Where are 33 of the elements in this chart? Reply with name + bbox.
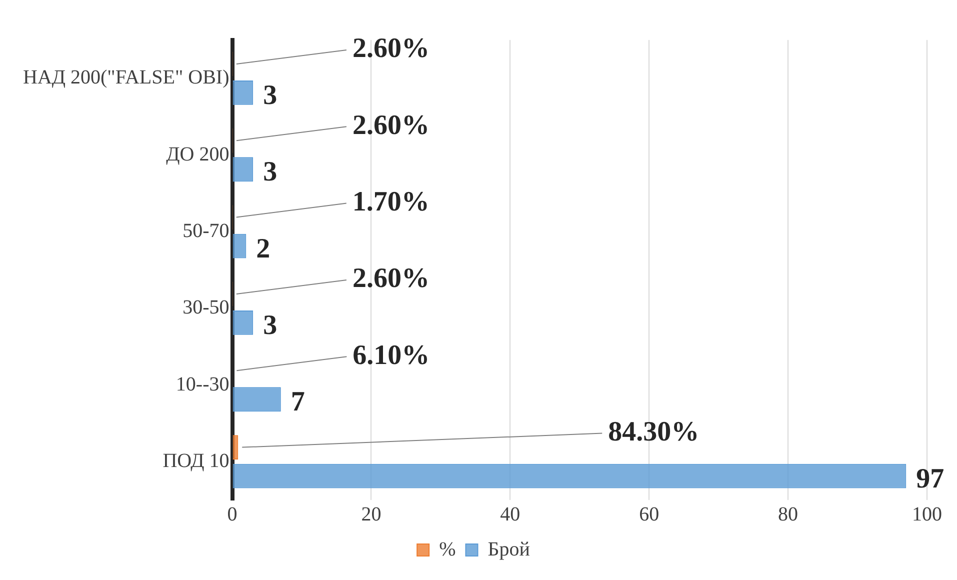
- x-tick-label: 40: [500, 503, 520, 526]
- data-label: 97: [916, 463, 944, 494]
- data-label: 84.30%: [608, 416, 700, 448]
- y-tick-label: 30-50: [182, 296, 230, 319]
- data-label: 2.60%: [352, 110, 430, 141]
- data-label: 6.10%: [352, 340, 430, 371]
- bar: [232, 234, 246, 258]
- x-tick-label: 0: [227, 503, 238, 526]
- data-label: 1.70%: [352, 186, 430, 218]
- x-tick-label: 100: [912, 503, 942, 526]
- data-label: 2.60%: [352, 263, 430, 294]
- x-tick-label: 20: [361, 503, 382, 526]
- data-label: 2: [256, 233, 270, 264]
- y-tick-label: 50-70: [182, 220, 230, 242]
- y-tick-label: ДО 200: [166, 143, 230, 166]
- x-tick-label: 80: [778, 503, 798, 526]
- data-label: 3: [263, 310, 278, 341]
- y-tick-label: НАД 200("FALSE" OBI): [22, 66, 230, 89]
- legend-label: %: [439, 538, 456, 560]
- x-tick-label: 60: [639, 503, 660, 526]
- bar: [232, 435, 238, 460]
- data-label: 7: [290, 386, 305, 418]
- bar: [232, 464, 906, 488]
- bar: [232, 157, 254, 182]
- data-label: 3: [263, 156, 278, 188]
- bar: [232, 80, 254, 105]
- data-label: 3: [263, 80, 278, 111]
- legend-label: Брой: [488, 538, 530, 560]
- bar: [232, 387, 281, 412]
- bar: [232, 310, 254, 335]
- y-tick-label: 10--30: [176, 373, 230, 396]
- y-tick-label: ПОД 10: [162, 450, 230, 472]
- data-label: 2.60%: [352, 33, 430, 64]
